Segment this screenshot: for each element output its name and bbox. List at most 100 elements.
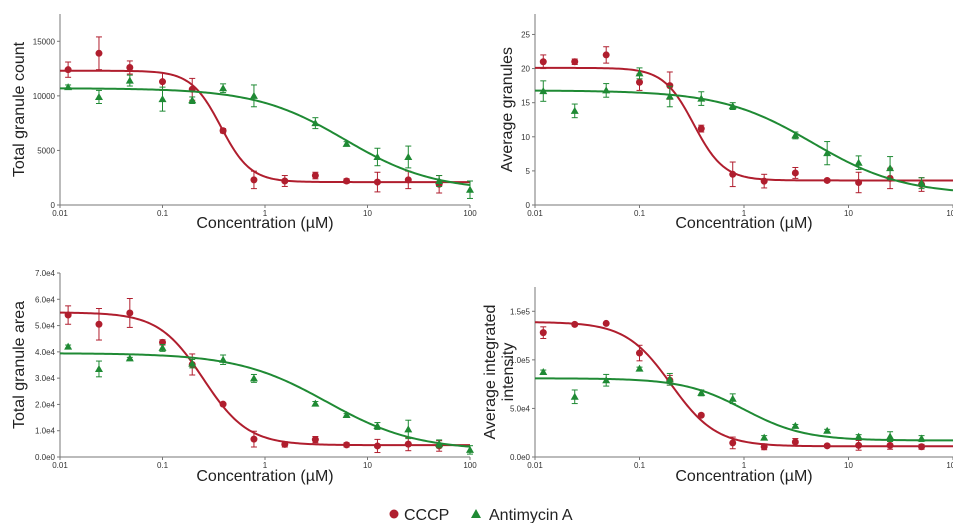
y-tick-label: 20 — [521, 65, 530, 74]
legend-label-antimycin-a: Antimycin A — [489, 507, 573, 523]
data-point-cccp — [918, 443, 926, 451]
x-tick-label: 1 — [263, 209, 268, 218]
data-point-antimycin-a — [373, 152, 382, 160]
data-point-antimycin-a — [539, 87, 548, 95]
x-tick-label: 10 — [844, 209, 853, 218]
x-tick-label: 0.1 — [157, 461, 169, 470]
data-point-antimycin-a — [158, 95, 167, 103]
data-point-antimycin-a — [854, 432, 863, 440]
data-point-antimycin-a — [404, 152, 413, 160]
y-tick-label: 1.0e4 — [35, 427, 56, 436]
data-point-cccp — [126, 63, 134, 71]
x-tick-label: 100 — [463, 461, 477, 470]
fit-curve-antimycin-a — [535, 377, 953, 442]
data-point-antimycin-a — [404, 425, 413, 433]
legend-marker-cccp — [389, 509, 399, 519]
y-tick-label: 4.0e4 — [35, 348, 56, 357]
data-point-antimycin-a — [697, 94, 706, 102]
x-tick-label: 0.1 — [157, 209, 169, 218]
data-point-cccp — [219, 127, 227, 135]
y-tick-label: 25 — [521, 30, 530, 39]
x-tick-label: 10 — [844, 461, 853, 470]
y-tick-label: 10000 — [33, 92, 56, 101]
data-point-cccp — [886, 441, 894, 449]
data-point-cccp — [343, 177, 351, 185]
y-tick-label: 5 — [526, 167, 531, 176]
data-point-antimycin-a — [219, 84, 228, 92]
data-point-antimycin-a — [602, 86, 611, 94]
data-point-antimycin-a — [728, 102, 737, 110]
legend-marker-antimycin-a — [471, 509, 481, 518]
x-tick-label: 0.01 — [52, 209, 68, 218]
x-tick-label: 0.01 — [527, 461, 543, 470]
data-point-cccp — [791, 438, 799, 446]
data-point-cccp — [95, 320, 103, 328]
data-point-antimycin-a — [665, 375, 674, 383]
data-point-cccp — [571, 58, 579, 66]
data-point-antimycin-a — [249, 374, 258, 382]
y-tick-label: 5.0e4 — [510, 404, 531, 413]
data-point-cccp — [697, 125, 705, 133]
x-tick-label: 0.01 — [52, 461, 68, 470]
data-point-antimycin-a — [854, 158, 863, 166]
fit-curve-cccp — [534, 321, 953, 448]
data-point-antimycin-a — [125, 354, 134, 362]
x-tick-label: 1 — [742, 209, 747, 218]
series-antimycin-a — [59, 342, 474, 455]
data-point-cccp — [855, 178, 863, 186]
data-point-antimycin-a — [635, 69, 644, 77]
data-point-antimycin-a — [94, 364, 103, 372]
x-tick-label: 0.1 — [634, 209, 646, 218]
y-axis-label: Total granule count — [11, 41, 28, 177]
y-axis-label: Average granules — [499, 47, 516, 172]
x-axis-label: Concentration (µM) — [196, 468, 333, 485]
series-cccp — [60, 36, 470, 194]
fit-curve-cccp — [59, 311, 470, 447]
data-point-cccp — [602, 319, 610, 327]
y-tick-label: 15 — [521, 99, 530, 108]
x-tick-label: 10 — [363, 461, 372, 470]
data-point-antimycin-a — [697, 388, 706, 396]
data-point-cccp — [250, 176, 258, 184]
data-point-antimycin-a — [917, 179, 926, 187]
data-point-antimycin-a — [665, 92, 674, 100]
x-axis-label: Concentration (µM) — [196, 215, 333, 232]
y-axis-label: Average integratedintensity — [482, 305, 517, 440]
series-cccp — [535, 46, 953, 194]
data-point-antimycin-a — [539, 368, 548, 375]
y-tick-label: 7.0e4 — [35, 269, 56, 278]
y-tick-label: 5000 — [37, 146, 55, 155]
data-point-cccp — [250, 435, 258, 443]
data-point-cccp — [159, 78, 166, 86]
data-point-cccp — [64, 311, 72, 319]
data-point-antimycin-a — [311, 119, 320, 127]
data-point-antimycin-a — [570, 392, 579, 400]
data-point-cccp — [539, 58, 547, 66]
data-point-cccp — [666, 82, 674, 90]
data-point-cccp — [571, 320, 579, 328]
data-point-antimycin-a — [249, 91, 258, 99]
x-tick-label: 0.01 — [527, 209, 543, 218]
data-point-antimycin-a — [188, 96, 197, 104]
data-point-antimycin-a — [64, 342, 73, 350]
data-point-cccp — [64, 66, 72, 74]
data-point-cccp — [373, 442, 381, 450]
data-point-antimycin-a — [435, 176, 444, 184]
fit-curve-antimycin-a — [59, 87, 471, 186]
data-point-antimycin-a — [311, 399, 320, 407]
data-point-cccp — [636, 349, 643, 357]
y-tick-label: 0.0e0 — [510, 453, 531, 462]
data-point-antimycin-a — [342, 139, 351, 147]
panel-total-granule-area: 0.01 0.1 1 10 100 0.0e0 1.0e4 2.0e4 3.0e4 4.0e4 5.… — [11, 269, 477, 485]
data-point-cccp — [343, 441, 351, 449]
y-tick-label: 0.0e0 — [35, 453, 56, 462]
panel-total-granule-count: 0.01 0.1 1 10 100 0 5000 10000 15000 Concentratio… — [11, 14, 477, 232]
x-tick-label: 10 — [363, 209, 372, 218]
data-point-antimycin-a — [125, 76, 134, 84]
fit-curve-antimycin-a — [59, 352, 471, 448]
x-axis-label: Concentration (µM) — [675, 215, 812, 232]
y-tick-label: 15000 — [33, 37, 56, 46]
data-point-antimycin-a — [188, 359, 197, 367]
data-point-antimycin-a — [917, 434, 926, 442]
data-point-cccp — [636, 78, 643, 86]
